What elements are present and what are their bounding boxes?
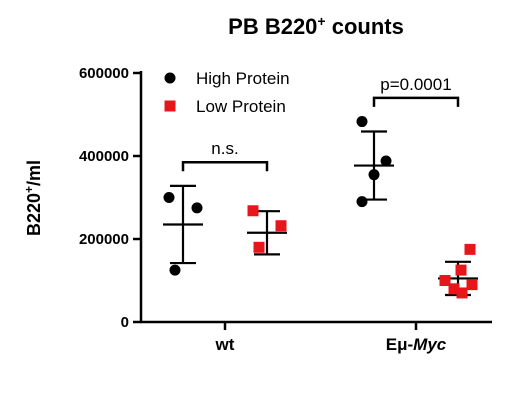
data-point	[247, 205, 259, 217]
y-axis-label-main: B220	[24, 193, 44, 236]
chart-title: PB B220+ counts	[228, 13, 404, 39]
y-tick-label: 400000	[79, 148, 129, 165]
data-point	[368, 169, 380, 181]
chart-title-suffix: counts	[326, 14, 404, 39]
y-axis-label-suffix: /ml	[24, 160, 44, 186]
data-point	[163, 192, 175, 203]
data-point	[466, 279, 478, 291]
legend: High Protein Low Protein	[164, 69, 290, 116]
data-point	[253, 241, 265, 253]
chart-title-superscript: +	[317, 13, 325, 29]
y-ticks: 0 200000 400000 600000	[79, 65, 141, 331]
data-point	[455, 264, 467, 276]
legend-marker	[164, 72, 176, 84]
legend-label: Low Protein	[196, 97, 286, 116]
y-axis-label-superscript: +	[22, 186, 36, 193]
x-category-labels: wt Eμ-Myc	[215, 322, 447, 354]
significance-label: p=0.0001	[380, 75, 451, 94]
y-tick-label: 0	[121, 314, 129, 331]
data-point	[356, 116, 368, 128]
y-tick-label: 200000	[79, 231, 129, 248]
x-category-label: wt	[215, 335, 235, 354]
data-point	[275, 220, 287, 232]
data-point	[380, 155, 392, 167]
significance-bracket	[372, 96, 460, 107]
significance-label: n.s.	[211, 139, 238, 158]
data-point	[439, 275, 451, 286]
x-category-label: Eμ-Myc	[386, 335, 447, 354]
data-point	[464, 243, 476, 255]
y-axis-label: B220+/ml	[22, 160, 44, 236]
data-point	[356, 196, 368, 208]
x-category-label-italic: Myc	[413, 335, 447, 354]
x-category-label-text: wt	[215, 335, 235, 354]
y-tick-label: 600000	[79, 65, 129, 82]
x-category-label-text: Eμ-	[386, 335, 413, 354]
data-point	[456, 287, 468, 299]
legend-label: High Protein	[196, 69, 290, 88]
data-point	[191, 202, 203, 214]
data-point	[448, 283, 460, 295]
annotations: n.s. p=0.0001	[181, 75, 460, 172]
chart-title-main: PB B220	[228, 14, 317, 39]
axes	[139, 71, 492, 324]
data-point	[169, 264, 181, 276]
data-marks	[163, 116, 478, 299]
significance-bracket	[181, 160, 269, 172]
legend-marker	[164, 100, 176, 112]
